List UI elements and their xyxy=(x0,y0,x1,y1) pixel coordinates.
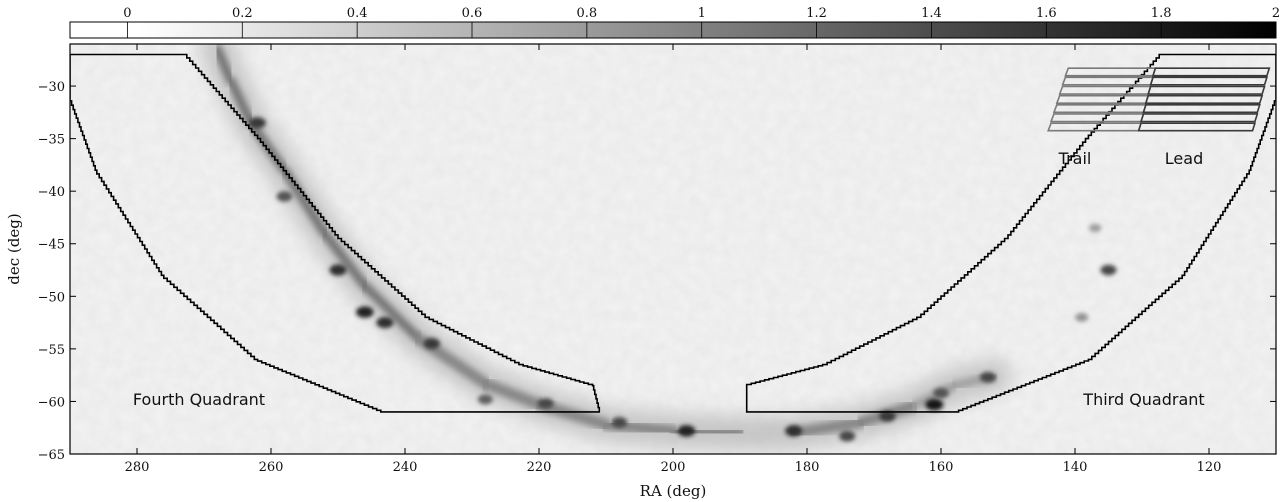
colorbar-tick-label-3: 0.6 xyxy=(462,6,483,21)
lead-cell xyxy=(1151,67,1271,77)
x-tick-label-240: 240 xyxy=(393,460,418,475)
survey-regions xyxy=(70,53,1276,413)
ridge-segment xyxy=(279,165,330,238)
lead-label: Lead xyxy=(1165,149,1203,168)
colorbar-tick-label-10: 2 xyxy=(1272,6,1280,21)
x-tick-label-180: 180 xyxy=(795,460,820,475)
ridge-segment xyxy=(226,76,256,128)
y-tick-label--45: −45 xyxy=(38,238,65,253)
x-axis-title: RA (deg) xyxy=(640,482,707,500)
bright-spot-8 xyxy=(611,417,628,428)
x-tick-label-260: 260 xyxy=(259,460,284,475)
y-axis-title: dec (deg) xyxy=(5,213,23,284)
ridge-segment xyxy=(360,281,423,343)
lead-cell xyxy=(1144,94,1264,104)
survey-region-outline-third xyxy=(745,53,1276,413)
y-tick-label--50: −50 xyxy=(38,290,65,305)
survey-region-outline-fourth xyxy=(70,53,601,413)
bright-spot-15 xyxy=(979,371,996,383)
colorbar-gradient xyxy=(69,21,1277,39)
y-tick-label--55: −55 xyxy=(38,343,65,358)
lead-cell xyxy=(1137,122,1257,132)
bright-spot-1 xyxy=(276,191,293,202)
trail-label: Trail xyxy=(1058,149,1092,168)
colorbar-tick-label-4: 0.8 xyxy=(577,6,598,21)
colorbar-tick-label-0: 0 xyxy=(123,6,131,21)
bright-spot-4 xyxy=(376,316,394,329)
x-tick-label-160: 160 xyxy=(929,460,954,475)
bright-spot-2 xyxy=(329,264,347,276)
y-tick-label--30: −30 xyxy=(38,80,65,95)
bright-spot-12 xyxy=(879,410,896,422)
inset-grid xyxy=(1047,67,1271,132)
x-axis: 280 260 240 220 200 180 160 140 120 xyxy=(125,44,1222,475)
bright-spot-10 xyxy=(785,425,803,437)
galactic-emission xyxy=(200,44,1117,450)
bright-spot-5 xyxy=(423,338,441,350)
bright-spot-13 xyxy=(925,398,944,411)
ridge-segment xyxy=(246,118,289,175)
plot-panel: 280 260 240 220 200 180 160 140 120 −30 −35 −40 −45… xyxy=(5,43,1277,500)
x-tick-label-220: 220 xyxy=(527,460,552,475)
colorbar: 0 0.2 0.4 0.6 0.8 1 1.2 1.4 1.6 1.8 2 xyxy=(69,6,1280,39)
colorbar-tick-label-5: 1 xyxy=(698,6,706,21)
ridge-segment xyxy=(212,44,236,86)
x-tick-label-200: 200 xyxy=(661,460,686,475)
bright-spot-7 xyxy=(537,398,554,409)
lead-cell xyxy=(1139,113,1259,123)
bright-spot-11 xyxy=(839,430,856,442)
y-tick-label--65: −65 xyxy=(38,448,65,463)
x-tick-label-280: 280 xyxy=(125,460,150,475)
lead-cell xyxy=(1149,76,1269,86)
colorbar-tick-label-2: 0.4 xyxy=(347,6,368,21)
y-tick-label--60: −60 xyxy=(38,395,65,410)
bright-spot-9 xyxy=(677,425,696,437)
x-tick-label-140: 140 xyxy=(1063,460,1088,475)
ridge-segment xyxy=(479,378,545,411)
bright-spot-0 xyxy=(249,117,266,129)
y-axis: −30 −35 −40 −45 −50 −55 −60 −65 xyxy=(38,80,1276,463)
ridge-segment xyxy=(788,416,867,439)
x-tick-label-120: 120 xyxy=(1197,460,1222,475)
ridge-segment xyxy=(910,381,959,410)
bright-spot-18 xyxy=(1075,312,1089,322)
ridge-segment xyxy=(320,228,370,291)
bright-spot-17 xyxy=(1088,223,1102,233)
bright-spot-3 xyxy=(356,306,374,318)
y-tick-label--35: −35 xyxy=(38,133,65,148)
colorbar-ticks: 0 0.2 0.4 0.6 0.8 1 1.2 1.4 1.6 1.8 2 xyxy=(123,6,1280,38)
bright-spot-14 xyxy=(933,387,949,399)
third-quadrant-label: Third Quadrant xyxy=(1082,390,1204,409)
lead-cell xyxy=(1142,104,1261,114)
colorbar-tick-label-1: 0.2 xyxy=(232,6,253,21)
lead-cell xyxy=(1147,85,1266,95)
colorbar-tick-label-7: 1.4 xyxy=(921,6,942,21)
y-tick-label--40: −40 xyxy=(38,185,65,200)
colorbar-tick-label-9: 1.8 xyxy=(1151,6,1172,21)
bright-spot-16 xyxy=(1100,264,1117,276)
bright-spot-6 xyxy=(477,394,493,405)
colorbar-tick-label-8: 1.6 xyxy=(1036,6,1057,21)
colorbar-tick-label-6: 1.2 xyxy=(806,6,827,21)
fourth-quadrant-label: Fourth Quadrant xyxy=(133,390,265,409)
